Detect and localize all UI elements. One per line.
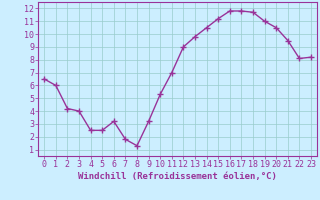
X-axis label: Windchill (Refroidissement éolien,°C): Windchill (Refroidissement éolien,°C) — [78, 172, 277, 181]
